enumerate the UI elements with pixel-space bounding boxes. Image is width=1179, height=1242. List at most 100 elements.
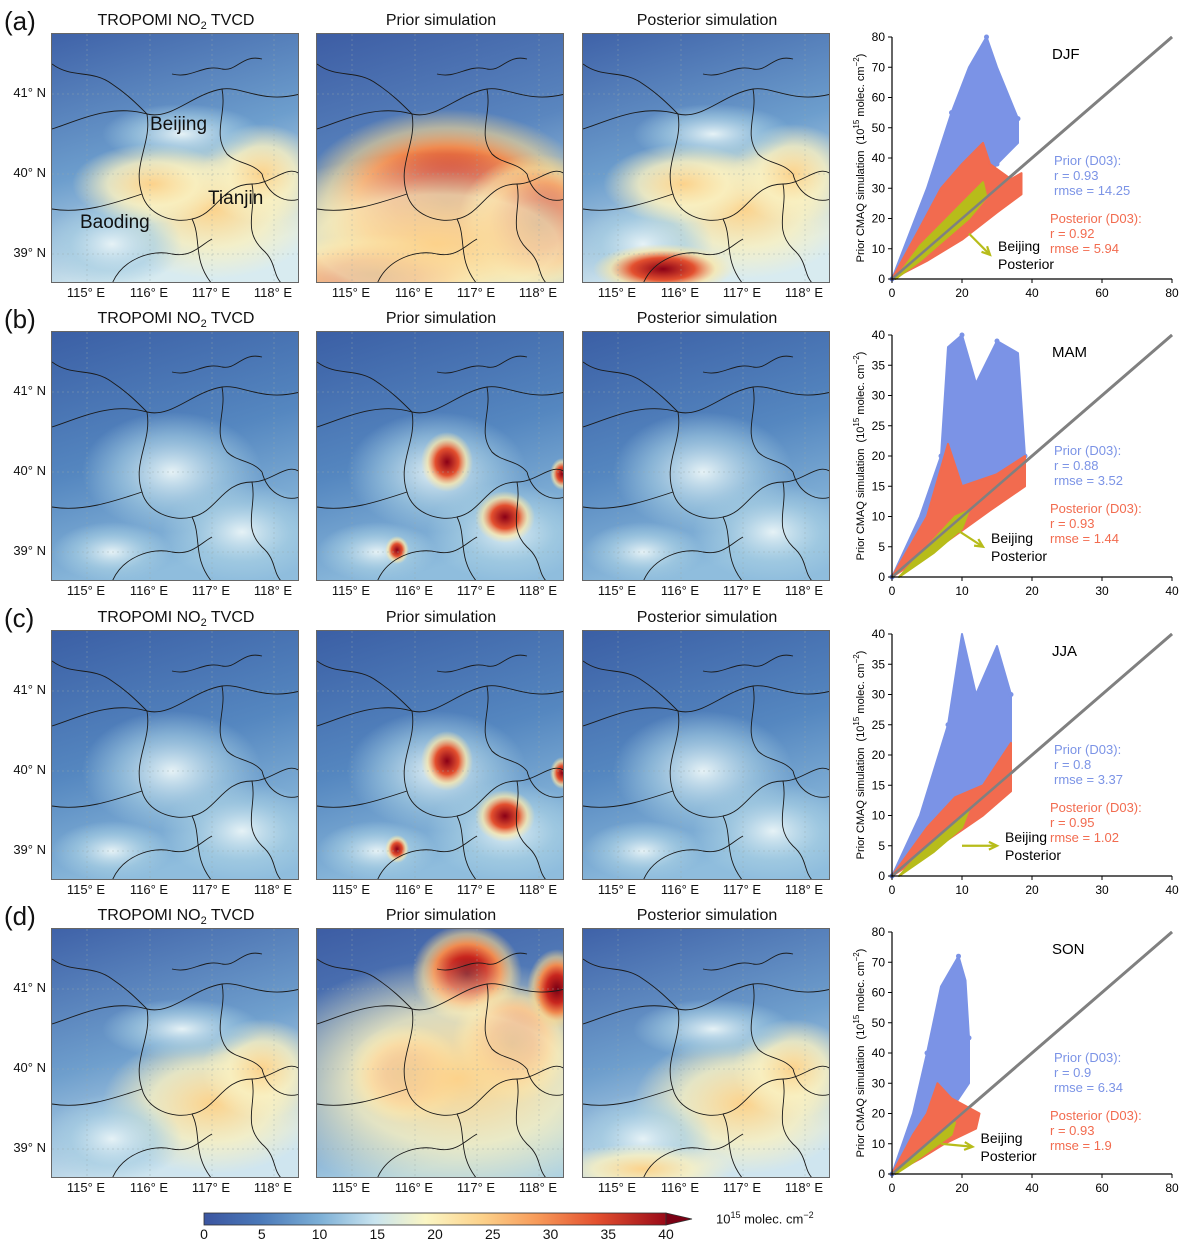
prior-stat: r = 0.88	[1054, 458, 1098, 473]
posterior-stat: Posterior (D03):	[1050, 211, 1142, 226]
x-tick-label: 10	[955, 584, 969, 596]
y-axis-label: Prior CMAQ simulation(1015 molec. cm−2)	[852, 651, 867, 860]
posterior-label: Posterior	[981, 1148, 1037, 1164]
map-title-prior: Prior simulation	[385, 12, 497, 29]
y-tick-label: 0	[878, 1167, 885, 1181]
lon-tick: 117° E	[722, 882, 762, 897]
x-tick-label: 60	[1095, 1181, 1109, 1193]
posterior-stat: Posterior (D03):	[1050, 501, 1142, 516]
y-tick-label: 35	[872, 657, 886, 671]
lon-tick: 117° E	[722, 285, 762, 300]
y-tick-label: 60	[872, 986, 886, 1000]
lon-tick: 116° E	[394, 583, 434, 598]
scatter-chart: 0 5 10 15 20 25 30 35 40 0 10 20 30 40 Prior CMAQ simu…	[852, 328, 1179, 596]
map-title-tropomi: TROPOMI NO2 TVCD	[97, 12, 255, 33]
y-axis-label: Prior CMAQ simulation(1015 molec. cm−2)	[852, 949, 867, 1158]
colorbar-tick: 5	[257, 1226, 266, 1242]
y-tick-label: 10	[872, 809, 886, 823]
figure-row: (d) TROPOMI NO2 TVCD Prior simulation Poste…	[0, 895, 1179, 1195]
map-title-prior: Prior simulation	[385, 907, 497, 924]
posterior-stat: Posterior (D03):	[1050, 1108, 1142, 1123]
beijing-label: Beijing	[981, 1130, 1023, 1146]
y-tick-label: 30	[872, 1076, 886, 1090]
lat-tick: 41° N	[13, 980, 46, 995]
x-tick-label: 40	[1025, 286, 1039, 298]
lon-tick: 116° E	[660, 1180, 700, 1195]
lon-tick: 116° E	[394, 285, 434, 300]
y-tick-label: 40	[872, 328, 886, 342]
lon-tick: 118° E	[253, 285, 293, 300]
map-posterior	[582, 630, 830, 880]
map-posterior	[582, 33, 830, 283]
x-tick-label: 10	[955, 883, 969, 895]
prior-point	[966, 1035, 972, 1041]
prior-point	[956, 953, 961, 959]
beijing-arrow	[940, 1142, 973, 1148]
prior-stat: r = 0.93	[1054, 168, 1098, 183]
lon-tick: 118° E	[253, 882, 293, 897]
prior-point	[949, 110, 954, 116]
lon-tick: 118° E	[253, 1180, 293, 1195]
map-prior	[316, 630, 564, 880]
lon-tick: 117° E	[456, 1180, 496, 1195]
prior-stat: rmse = 6.34	[1054, 1080, 1123, 1095]
map-posterior	[582, 928, 830, 1178]
lon-tick: 115° E	[597, 583, 637, 598]
y-axis-label: Prior CMAQ simulation(1015 molec. cm−2)	[852, 54, 867, 263]
y-tick-label: 40	[872, 1046, 886, 1060]
colorbar-unit: 1015 molec. cm−2	[716, 1210, 814, 1227]
map-title-posterior: Posterior simulation	[636, 609, 778, 626]
map-title-posterior: Posterior simulation	[636, 907, 778, 924]
prior-points	[891, 633, 1012, 877]
prior-stat: rmse = 14.25	[1054, 183, 1130, 198]
lon-tick: 116° E	[660, 882, 700, 897]
x-tick-label: 20	[955, 286, 969, 298]
lon-tick: 118° E	[784, 882, 824, 897]
x-tick-label: 80	[1165, 1181, 1179, 1193]
city-label-beijing: Beijing	[150, 114, 208, 135]
figure-row: (b) TROPOMI NO2 TVCD Prior simulation Poste…	[0, 298, 1179, 598]
lon-tick: 117° E	[191, 882, 231, 897]
y-tick-label: 15	[872, 479, 886, 493]
colorbar-tick: 35	[600, 1226, 617, 1242]
lat-tick: 41° N	[13, 383, 46, 398]
prior-point	[984, 34, 989, 40]
colorbar	[203, 1212, 693, 1226]
x-tick-label: 60	[1095, 286, 1109, 298]
beijing-arrow-head	[988, 840, 1000, 851]
lon-tick: 117° E	[456, 882, 496, 897]
y-tick-label: 50	[872, 1016, 886, 1030]
lon-tick: 117° E	[722, 583, 762, 598]
map-prior	[316, 33, 564, 283]
y-tick-label: 20	[872, 1107, 886, 1121]
one-to-one-line-overlay	[891, 36, 1173, 280]
x-tick-label: 40	[1165, 883, 1179, 895]
colorbar-tick: 30	[542, 1226, 559, 1242]
panel-letter: (b)	[4, 304, 36, 334]
one-to-one-line-overlay	[891, 931, 1173, 1175]
season-label: JJA	[1052, 643, 1077, 660]
figure-row: (a) TROPOMI NO2 TVCD Prior simulation Poste…	[0, 0, 1179, 300]
beijing-arrow-head	[963, 1141, 976, 1151]
panel-letter: (d)	[4, 901, 36, 931]
lon-tick: 118° E	[253, 583, 293, 598]
posterior-stat: r = 0.93	[1050, 1123, 1094, 1138]
map-title-tropomi: TROPOMI NO2 TVCD	[97, 609, 255, 630]
lon-tick: 116° E	[129, 285, 169, 300]
prior-stat: r = 0.9	[1054, 1065, 1091, 1080]
season-label: DJF	[1052, 46, 1080, 63]
colorbar-tick: 25	[484, 1226, 501, 1242]
lon-tick: 115° E	[66, 583, 106, 598]
y-tick-label: 20	[872, 449, 886, 463]
prior-point	[994, 161, 1000, 167]
lon-tick: 116° E	[129, 1180, 169, 1195]
prior-stat: Prior (D03):	[1054, 153, 1121, 168]
lon-tick: 115° E	[597, 882, 637, 897]
y-tick-label: 60	[872, 91, 886, 105]
posterior-stat: r = 0.95	[1050, 815, 1094, 830]
prior-stat: Prior (D03):	[1054, 443, 1121, 458]
beijing-label: Beijing	[1005, 829, 1047, 845]
y-tick-label: 30	[872, 389, 886, 403]
x-tick-label: 40	[1025, 1181, 1039, 1193]
lon-tick: 117° E	[456, 583, 496, 598]
